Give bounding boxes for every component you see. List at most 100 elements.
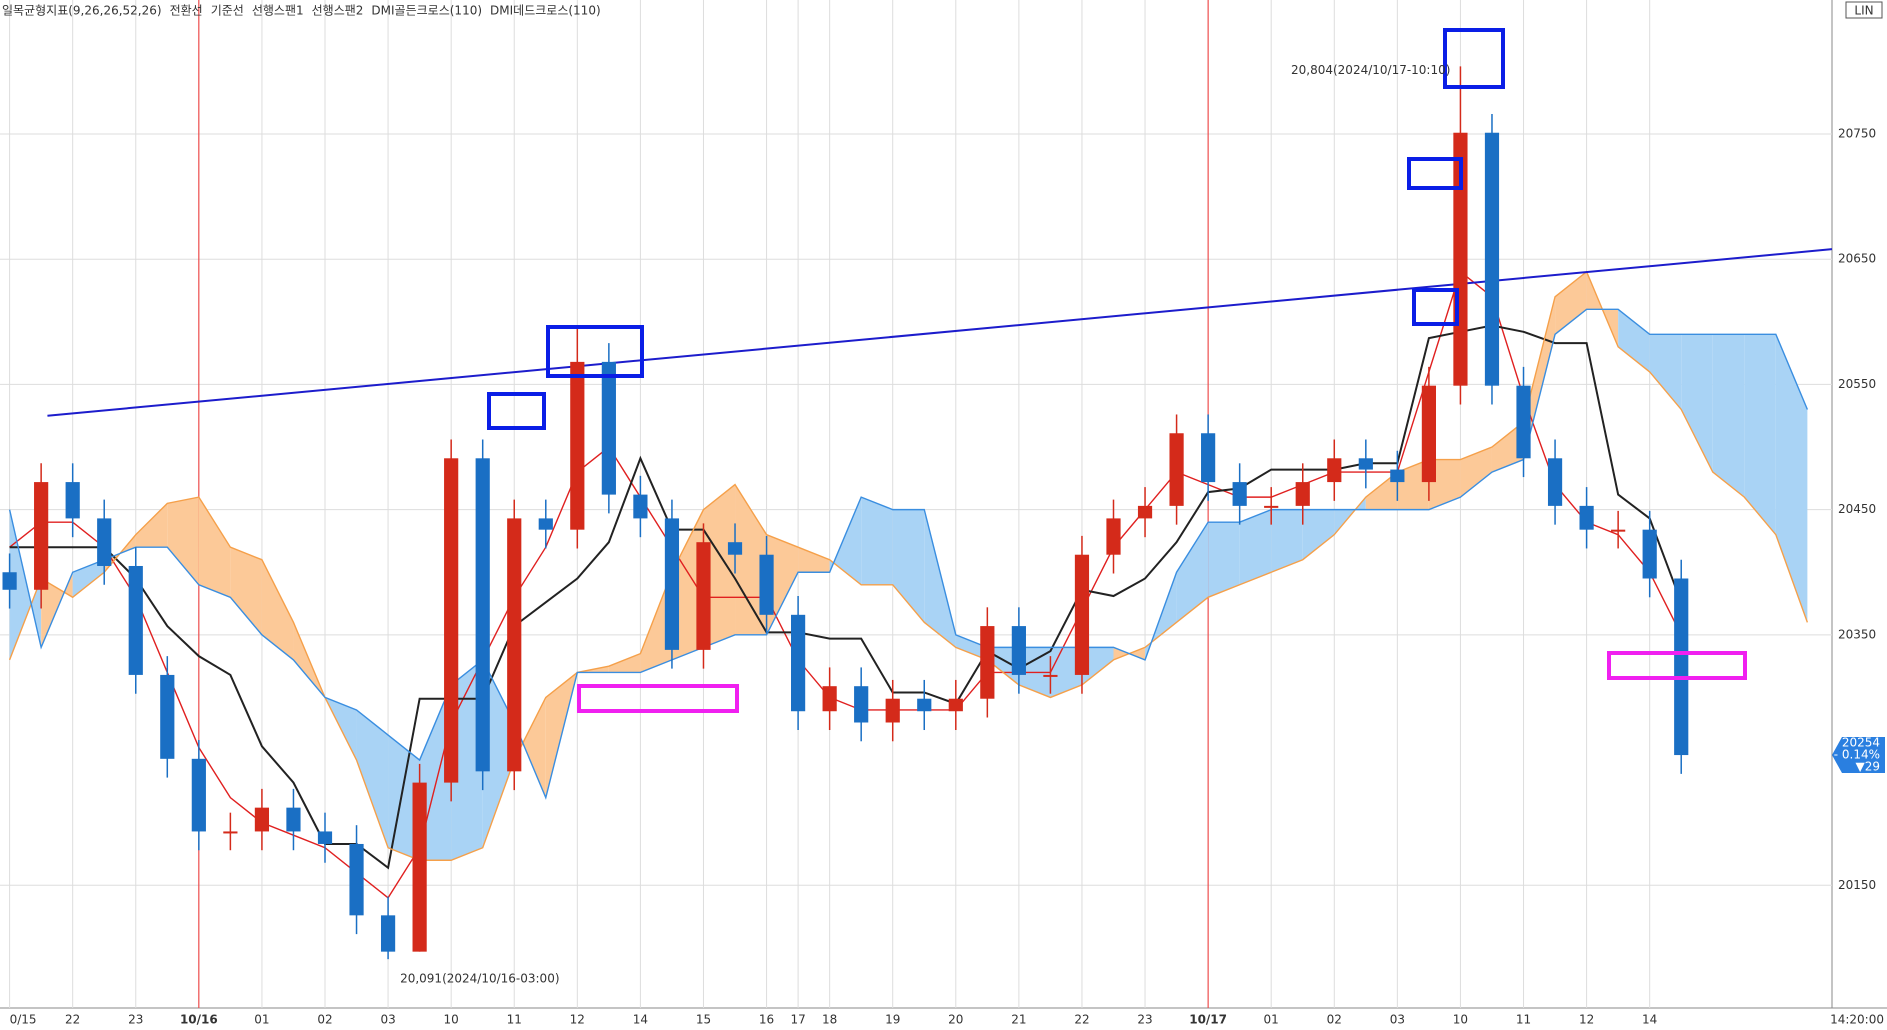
candle-body bbox=[254, 807, 270, 832]
candle-body bbox=[633, 494, 648, 519]
scale-label[interactable]: LIN bbox=[1854, 4, 1873, 18]
cloud-fill bbox=[1271, 509, 1303, 573]
candle-body bbox=[1295, 482, 1310, 506]
candle-body bbox=[223, 831, 238, 834]
x-tick-label: 14 bbox=[633, 1013, 648, 1027]
candle-body bbox=[1232, 482, 1247, 506]
candle-body bbox=[570, 361, 585, 530]
candle-body bbox=[727, 542, 743, 555]
cloud-fill bbox=[1681, 334, 1713, 473]
candle-body bbox=[1043, 674, 1058, 677]
cloud-fill bbox=[41, 572, 73, 648]
cloud-fill bbox=[514, 697, 546, 798]
candle-body bbox=[1484, 132, 1500, 386]
cloud-fill bbox=[1050, 647, 1082, 698]
candle-body bbox=[1264, 505, 1279, 508]
x-tick-label: 10/16 bbox=[180, 1013, 218, 1027]
y-tick-label: 20650 bbox=[1838, 252, 1876, 266]
cloud-fill bbox=[987, 647, 1019, 685]
cloud-fill bbox=[1239, 509, 1272, 585]
x-tick-label: 0/15 bbox=[10, 1013, 37, 1027]
x-tick-label: 16 bbox=[759, 1013, 774, 1027]
candle-body bbox=[1169, 433, 1184, 506]
candle-body bbox=[1327, 458, 1342, 483]
cloud-fill bbox=[1397, 459, 1429, 510]
indicator-line bbox=[9, 270, 1682, 899]
cloud-fill bbox=[198, 497, 231, 598]
annotation-boxes bbox=[487, 28, 1747, 713]
candle-body bbox=[1421, 385, 1436, 483]
candle-body bbox=[191, 758, 206, 832]
x-tick-label: 12 bbox=[570, 1013, 585, 1027]
cloud-fill bbox=[1365, 472, 1398, 510]
x-tick-label: 23 bbox=[1137, 1013, 1152, 1027]
cloud-fill bbox=[608, 653, 641, 673]
candle-body bbox=[444, 458, 459, 783]
candle-body bbox=[980, 626, 995, 699]
legend-entry: 전환선 bbox=[170, 4, 203, 18]
candle-body bbox=[475, 458, 490, 772]
highlight-box bbox=[1607, 651, 1747, 680]
x-tick-label: 18 bbox=[822, 1013, 837, 1027]
indicator-line bbox=[8, 308, 1809, 800]
candle-body bbox=[317, 831, 333, 844]
cloud-fill bbox=[167, 497, 199, 585]
highlight-box bbox=[487, 392, 546, 430]
cloud bbox=[9, 271, 1808, 861]
y-tick-label: 20750 bbox=[1838, 126, 1876, 140]
indicator-line bbox=[9, 324, 1683, 870]
candle-body bbox=[917, 698, 932, 712]
candle-body bbox=[507, 518, 522, 772]
cloud-fill bbox=[861, 497, 893, 585]
scale-button[interactable] bbox=[1845, 1, 1883, 19]
cloud-fill bbox=[955, 634, 988, 660]
legend-entry: 선행스팬2 bbox=[312, 3, 364, 18]
candle-body bbox=[349, 843, 364, 916]
x-tick-label: 02 bbox=[1327, 1013, 1342, 1027]
x-tick-label: 11 bbox=[1516, 1013, 1531, 1027]
cloud-fill bbox=[892, 509, 925, 623]
cloud-fill bbox=[1208, 522, 1240, 598]
indicator-line bbox=[8, 270, 1809, 861]
candle-body bbox=[1137, 505, 1153, 519]
candle-body bbox=[2, 572, 17, 590]
cloud-fill bbox=[1302, 509, 1335, 560]
cloud-fill bbox=[1081, 647, 1114, 685]
candle-body bbox=[1674, 578, 1689, 756]
cloud-fill bbox=[230, 547, 262, 635]
cloud-fill bbox=[1491, 421, 1524, 473]
candle-body bbox=[65, 482, 80, 519]
candle-body bbox=[1106, 518, 1121, 555]
x-tick-label: 23 bbox=[128, 1013, 143, 1027]
price-box-text: - 0.14% bbox=[1834, 748, 1880, 762]
candle-body bbox=[1011, 626, 1026, 675]
candle-body bbox=[1074, 554, 1090, 675]
candle-body bbox=[286, 807, 301, 832]
candle-body bbox=[791, 614, 806, 712]
cloud-fill bbox=[451, 659, 483, 861]
price-box-text: 20254 bbox=[1842, 736, 1880, 750]
x-tick-label: 12 bbox=[1579, 1013, 1594, 1027]
highlight-box bbox=[577, 684, 739, 713]
cloud-fill bbox=[1649, 334, 1682, 410]
candle-body bbox=[1611, 529, 1626, 532]
x-tick-label: 02 bbox=[317, 1013, 332, 1027]
cloud-fill bbox=[671, 509, 704, 660]
x-tick-label: 10 bbox=[1453, 1013, 1468, 1027]
candle-body bbox=[128, 565, 143, 675]
x-tick-label: 10 bbox=[444, 1013, 459, 1027]
candle-body bbox=[885, 698, 900, 723]
x-tick-label: 11 bbox=[507, 1013, 522, 1027]
candle-body bbox=[759, 554, 774, 615]
cloud-fill bbox=[1555, 271, 1587, 335]
legend-entry: 선행스팬1 bbox=[252, 3, 304, 18]
candle-body bbox=[1579, 505, 1594, 530]
y-tick-label: 20150 bbox=[1838, 878, 1876, 892]
x-tick-label: 14 bbox=[1642, 1013, 1657, 1027]
x-tick-label: 10/17 bbox=[1189, 1013, 1227, 1027]
cloud-fill bbox=[1775, 334, 1808, 623]
candle-body bbox=[1516, 385, 1531, 459]
cloud-fill bbox=[1618, 309, 1650, 372]
labels: 20150 20350 20450 20550 20650 20750 0/15 22 23 10… bbox=[10, 63, 1885, 1027]
